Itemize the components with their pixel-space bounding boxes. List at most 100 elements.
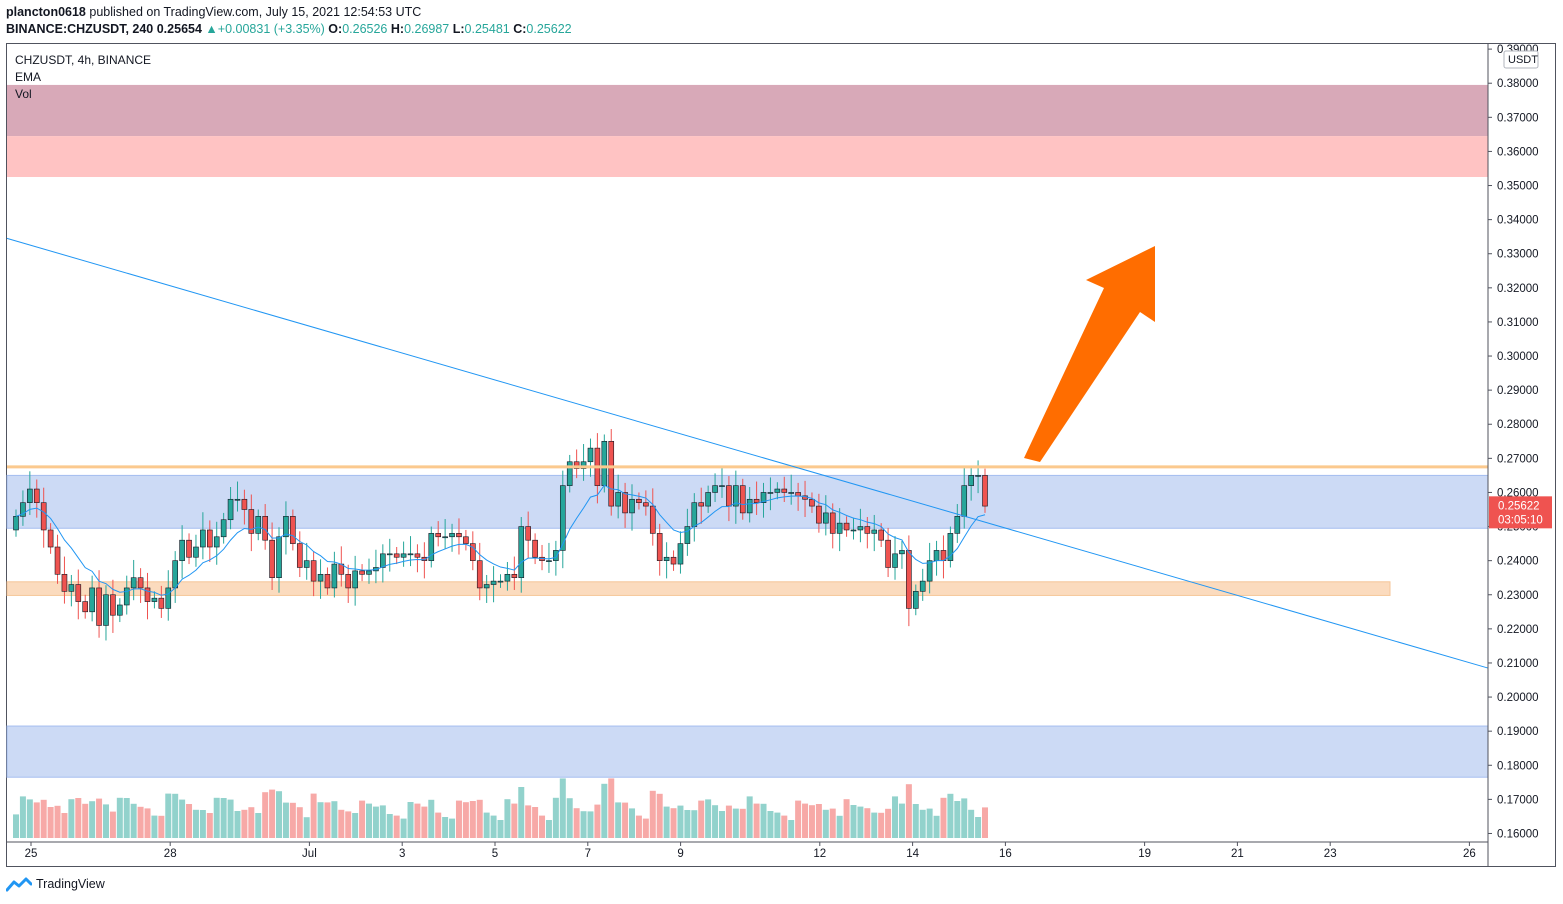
candle-body [165,587,172,609]
candle-body [566,461,573,486]
candle [103,585,109,641]
volume-bar [165,793,172,838]
quote-line: BINANCE:CHZUSDT, 240 0.25654 ▲+0.00831 (… [6,21,572,38]
y-tick-label: 0.16000 [1497,828,1539,840]
candle-body [490,580,497,585]
volume-bar [393,815,400,838]
volume-bar [545,820,552,838]
volume-bar [490,815,497,838]
candle-body [753,498,760,503]
candle-body [767,492,774,494]
candle-body [407,553,414,556]
candle-body [449,533,455,538]
volume-bar [158,815,165,838]
brand-label[interactable]: TradingView [36,877,105,891]
candle [227,486,234,530]
candle-body [207,529,213,548]
y-tick-label: 0.31000 [1497,317,1539,329]
candle [559,470,566,569]
chart-frame[interactable] [6,43,1556,867]
y-tick-label: 0.36000 [1497,146,1539,158]
candle [241,489,248,525]
candle-body [186,539,192,558]
volume-bar [26,799,33,838]
chart-header: plancton0618 published on TradingView.co… [6,4,572,38]
volume-bar [836,815,843,838]
volume-bar [698,800,705,838]
volume-bar [54,805,61,838]
volume-bar [359,800,366,838]
candle [926,542,933,594]
candle-body [809,498,815,507]
high-label: H: [390,22,405,36]
candle-body [615,492,621,507]
candle-body [193,546,199,558]
y-tick-label: 0.21000 [1497,658,1539,670]
candle [767,477,774,511]
y-tick-label: 0.17000 [1497,794,1539,806]
low-label: L: [452,22,465,36]
candle-body [553,550,559,561]
candle [61,556,68,604]
candle [338,546,345,587]
candle-body [919,580,926,592]
y-tick-label: 0.30000 [1497,351,1539,363]
candle [213,521,220,565]
legend-ema[interactable]: EMA [15,70,42,84]
volume-bar [781,815,788,838]
candle-body [20,502,26,517]
volume-bar [552,797,559,838]
volume-bar [82,803,89,838]
open-value: 0.26526 [342,22,388,36]
volume-bar [400,818,407,838]
x-tick-label: 28 [164,848,177,860]
candle [719,467,725,498]
volume-bar [608,778,615,838]
candle-body [719,485,725,487]
volume-bar [802,803,809,838]
candle-body [151,597,158,602]
candle-body [649,505,656,534]
volume-bar [594,804,601,838]
candle [906,535,912,627]
candle [553,540,559,576]
volume-bar [898,803,905,838]
volume-bar [379,805,386,838]
candle-body [220,519,227,538]
volume-bar [767,811,774,838]
lines-layer [6,237,1489,669]
candle-body [511,573,518,579]
ema-line [15,484,986,596]
volume-bar [317,802,324,838]
volume-bar [871,812,878,838]
volume-bar [629,808,636,838]
candle-body [760,492,767,503]
y-tick-label: 0.20000 [1497,692,1539,704]
volume-bar [635,815,642,838]
volume-bar [795,800,802,838]
volume-bar [566,798,573,838]
candle-body [933,550,940,561]
volume-bar [601,783,608,838]
legend-vol[interactable]: Vol [15,87,32,101]
volume-bar [476,799,483,838]
candle [463,529,469,551]
volume-bar [324,802,331,838]
candle-body [836,522,843,534]
volume-bar [954,801,961,838]
candle [656,523,663,576]
candle-body [75,584,82,602]
last-price-label: 0.25622 [1498,500,1540,512]
zones-layer [6,84,1489,778]
candle [733,470,739,524]
volume-bar [75,798,82,838]
candle-body [283,516,289,538]
candle [151,591,158,609]
candle [940,535,947,579]
candle [165,570,172,621]
candle-body [601,440,608,486]
author-name[interactable]: plancton0618 [6,5,86,19]
volume-bar [123,798,130,838]
volume-bar [705,799,712,838]
